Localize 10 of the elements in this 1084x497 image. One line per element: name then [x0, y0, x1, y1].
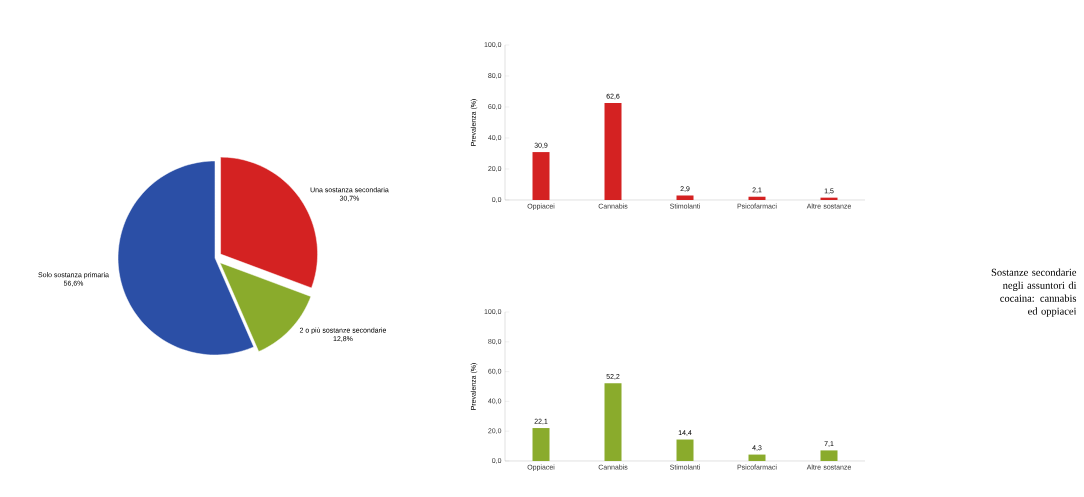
bar	[532, 152, 550, 200]
bar	[820, 450, 838, 461]
text: Sostanze secondarie negli assuntori di cocaina: cannabis ed oppiacei	[991, 268, 1077, 317]
bar	[604, 102, 622, 200]
bar	[604, 383, 622, 461]
bar	[532, 428, 550, 461]
bar	[748, 196, 766, 200]
bar	[748, 454, 766, 461]
bar	[676, 195, 694, 200]
bar	[676, 439, 694, 461]
